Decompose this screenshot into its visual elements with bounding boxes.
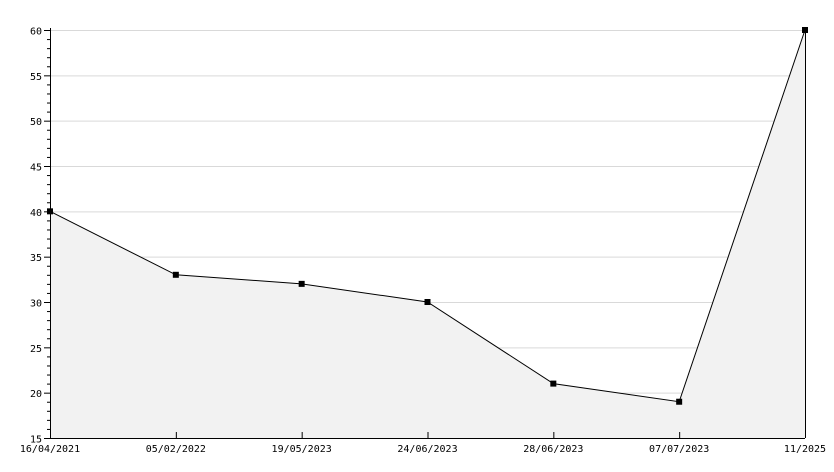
- axes: [44, 28, 806, 439]
- x-tick-label: 28/06/2023: [523, 444, 583, 455]
- y-tick-label: 35: [30, 253, 42, 264]
- data-point: [172, 271, 179, 278]
- y-tick-label: 15: [30, 435, 42, 446]
- y-tick-label: 40: [30, 208, 42, 219]
- y-tick-label: 45: [30, 163, 42, 174]
- y-axis-labels: 15 20 25 30 35 40 45 50 55 60: [30, 27, 42, 446]
- y-tick-label: 60: [30, 27, 42, 38]
- data-point: [47, 208, 53, 215]
- x-tick-label: 11/2025: [784, 444, 826, 455]
- data-markers: [47, 27, 808, 405]
- x-tick-label: 24/06/2023: [397, 444, 457, 455]
- data-point: [424, 299, 431, 305]
- data-point: [550, 380, 557, 387]
- y-tick-label: 55: [30, 72, 42, 83]
- y-tick-label: 50: [30, 117, 42, 128]
- x-tick-label: 05/02/2022: [146, 444, 206, 455]
- x-axis-labels: 16/04/2021 05/02/2022 19/05/2023 24/06/2023…: [20, 444, 826, 455]
- data-point: [676, 398, 683, 405]
- y-tick-label: 20: [30, 389, 42, 400]
- x-tick-label: 19/05/2023: [272, 444, 332, 455]
- y-tick-label: 25: [30, 344, 42, 355]
- y-tick-label: 30: [30, 299, 42, 310]
- data-point: [298, 280, 305, 287]
- data-point: [802, 27, 808, 33]
- x-tick-label: 07/07/2023: [649, 444, 709, 455]
- x-tick-label: 16/04/2021: [20, 444, 80, 455]
- area-fill: [50, 30, 805, 438]
